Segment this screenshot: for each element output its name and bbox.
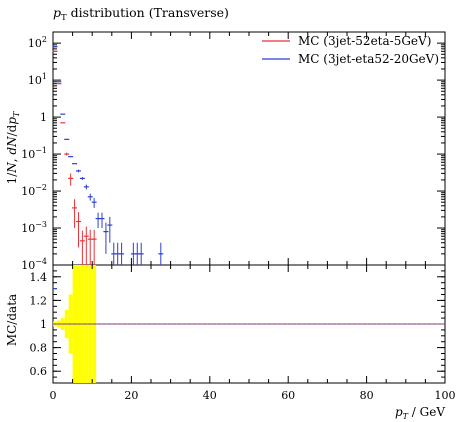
series-2-point-6 (75, 169, 81, 173)
series-1-point-8 (83, 226, 89, 265)
x-tick-label: 0 (50, 389, 57, 402)
chart-title: pT distribution (Transverse) (53, 5, 229, 23)
x-tick-label: 100 (435, 389, 456, 402)
series-1-point-10 (91, 229, 97, 265)
y-tick-label: 101 (28, 72, 47, 87)
ratio-tick-label: 1.4 (30, 271, 48, 284)
ratio-y-axis-label: MC/data (5, 294, 19, 346)
legend-label-series-2: MC (3jet-eta52-20GeV) (298, 52, 439, 66)
series-2-point-14 (107, 216, 113, 243)
legend-label-series-1: MC (3jet-52eta-5GeV) (298, 34, 431, 48)
series-1-point-9 (87, 229, 93, 265)
series-2-point-12 (99, 212, 105, 229)
series-1-point-5 (72, 199, 78, 229)
main-plot-frame (52, 31, 446, 266)
ratio-tick-label: 0.8 (30, 342, 48, 355)
x-tick-label: 40 (203, 389, 217, 402)
series-2-point-21 (158, 242, 164, 265)
ratio-tick-label: 1 (40, 318, 47, 331)
series-2-point-11 (95, 212, 101, 229)
y-tick-label: 10−4 (21, 257, 47, 272)
y-tick-label: 10−2 (21, 183, 47, 198)
x-axis-label: pT / GeV (395, 405, 445, 421)
y-tick-label: 10−1 (21, 146, 47, 161)
series-1-point-6 (75, 212, 81, 248)
series-1-point-4 (68, 173, 74, 186)
series-2-point-17 (119, 242, 125, 265)
legend: MC (3jet-52eta-5GeV) MC (3jet-eta52-20Ge… (262, 34, 439, 66)
x-tick-label: 60 (281, 389, 295, 402)
ratio-axis-ticks: 0 20 40 60 80 100 1.4 1.2 1 0.8 0.6 (30, 264, 456, 402)
series-2-point-9 (87, 193, 93, 201)
series-2-point-13 (103, 222, 109, 254)
series-2-point-8 (83, 184, 89, 190)
y-axis-label: 1/N, dN/dpT (5, 111, 21, 184)
series-1-point-3 (64, 152, 70, 156)
y-tick-label: 1 (40, 111, 47, 124)
ratio-tick-label: 0.6 (30, 365, 48, 378)
series-2-point-20 (138, 242, 144, 265)
y-tick-label: 102 (28, 35, 47, 50)
x-tick-label: 20 (124, 389, 138, 402)
y-tick-label: 10−3 (21, 220, 47, 235)
x-tick-label: 80 (360, 389, 374, 402)
ratio-tick-label: 1.2 (30, 294, 48, 307)
series-layer (52, 46, 164, 265)
series-2-point-7 (79, 176, 85, 180)
main-axis-ticks: 102 101 1 10−1 10−2 10−3 10−4 (21, 31, 446, 272)
series-1-point-7 (79, 230, 85, 265)
series-2-point-10 (91, 197, 97, 208)
